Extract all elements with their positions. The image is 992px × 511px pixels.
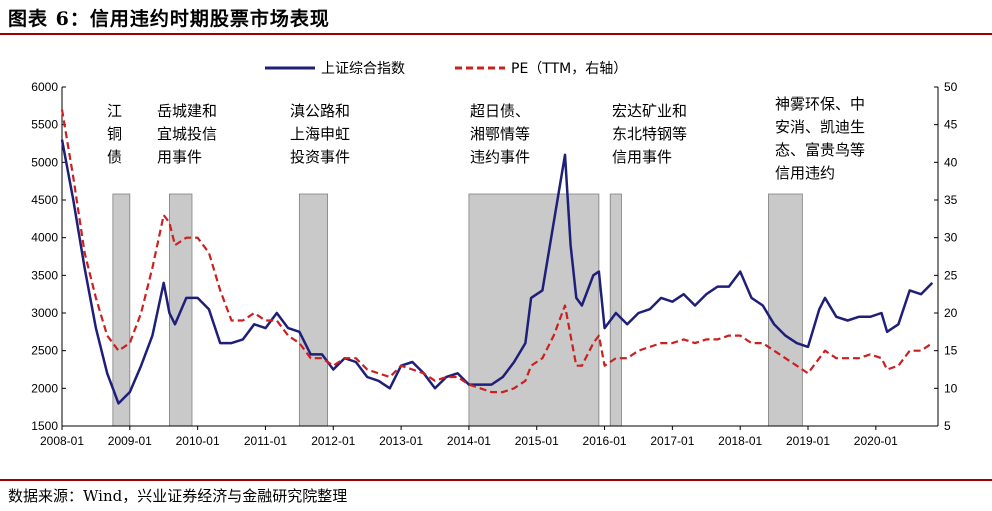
x-tick-label: 2017-01 [650,434,694,448]
event-label-1: 江铜债 [107,102,122,166]
x-tick-label: 2010-01 [176,434,220,448]
y-right-tick-label: 25 [944,268,958,282]
legend-layer: 上证综合指数 PE（TTM，右轴） [265,61,627,77]
event-label-6: 神雾环保、中安消、凯迪生态、富贵鸟等信用违约 [775,95,865,182]
event-label-5: 宏达矿业和东北特钢等信用事件 [612,102,687,166]
legend-label-pe: PE（TTM，右轴） [511,61,627,77]
event-band-6 [768,193,803,427]
y-left-tick-label: 2000 [31,381,58,395]
legend-label-index: 上证综合指数 [321,61,405,77]
event-label-line: 安消、凯迪生 [775,118,865,136]
event-label-line: 信用事件 [612,148,672,166]
event-label-line: 岳城建和 [157,102,217,120]
event-band-4 [468,193,600,427]
series-line-pe [60,109,933,394]
y-left-tick-label: 2500 [31,344,58,358]
y-left-tick-label: 1500 [31,419,58,433]
event-label-2: 岳城建和宜城投信用事件 [157,102,217,166]
x-tick-label: 2016-01 [583,434,627,448]
x-tick-label: 2013-01 [379,434,423,448]
y-right-tick-label: 15 [944,344,958,358]
y-left-tick-label: 6000 [31,80,58,94]
figure-title: 图表 6：信用违约时期股票市场表现 [8,8,330,30]
x-tick-label: 2009-01 [108,434,152,448]
event-band-3 [298,193,329,427]
y-right-tick-label: 40 [944,155,958,169]
x-tick-label: 2012-01 [311,434,355,448]
event-label-line: 湘鄂情等 [470,125,530,143]
event-label-line: 宜城投信 [157,125,217,143]
x-tick-label: 2011-01 [244,434,287,448]
event-labels-layer: 江铜债 岳城建和宜城投信用事件 滇公路和上海申虹投资事件 超日债、湘鄂情等违约事件 宏达… [107,95,865,182]
source-rule [0,479,992,481]
y-left-tick-label: 3500 [31,268,58,282]
event-label-line: 投资事件 [290,148,350,166]
y-right-tick-label: 30 [944,231,958,245]
event-label-line: 铜 [107,125,122,143]
event-label-line: 上海申虹 [290,125,350,143]
event-label-line: 神雾环保、中 [775,95,865,113]
event-label-line: 宏达矿业和 [612,102,687,120]
y-right-tick-label: 20 [944,306,958,320]
y-right-tick-label: 5 [944,419,951,433]
y-right-tick-label: 35 [944,193,958,207]
y-right-tick-label: 45 [944,118,958,132]
y-right-tick-label: 10 [944,381,958,395]
x-tick-label: 2018-01 [718,434,762,448]
y-left-tick-label: 5000 [31,155,58,169]
event-label-line: 滇公路和 [290,102,350,120]
event-label-line: 超日债、 [470,102,530,120]
x-tick-label: 2019-01 [786,434,830,448]
event-label-line: 江 [107,102,122,120]
shaded-events-layer [112,193,803,427]
title-rule [0,33,992,35]
event-label-line: 东北特钢等 [612,125,687,143]
event-label-line: 态、富贵鸟等 [775,141,865,159]
event-label-3: 滇公路和上海申虹投资事件 [290,102,350,166]
x-tick-label: 2014-01 [447,434,491,448]
source-note: 数据来源：Wind，兴业证券经济与金融研究院整理 [8,487,348,505]
y-left-tick-label: 4500 [31,193,58,207]
event-label-line: 债 [107,148,122,166]
event-band-5 [609,193,622,427]
series-layer [60,109,934,405]
x-tick-label: 2008-01 [40,434,84,448]
event-label-line: 信用违约 [775,164,835,182]
series-line-index [60,139,934,405]
x-tick-label: 2015-01 [515,434,559,448]
y-left-tick-label: 5500 [31,118,58,132]
y-right-tick-label: 50 [944,80,958,94]
event-label-4: 超日债、湘鄂情等违约事件 [470,102,530,166]
event-label-line: 违约事件 [470,148,530,166]
y-left-tick-label: 4000 [31,231,58,245]
chart-svg: 1500 2000 2500 3000 3500 4000 4500 5000 5500 6000… [31,61,958,448]
event-label-line: 用事件 [157,148,202,166]
event-band-1 [112,193,131,427]
y-left-tick-label: 3000 [31,306,58,320]
x-tick-label: 2020-01 [854,434,898,448]
